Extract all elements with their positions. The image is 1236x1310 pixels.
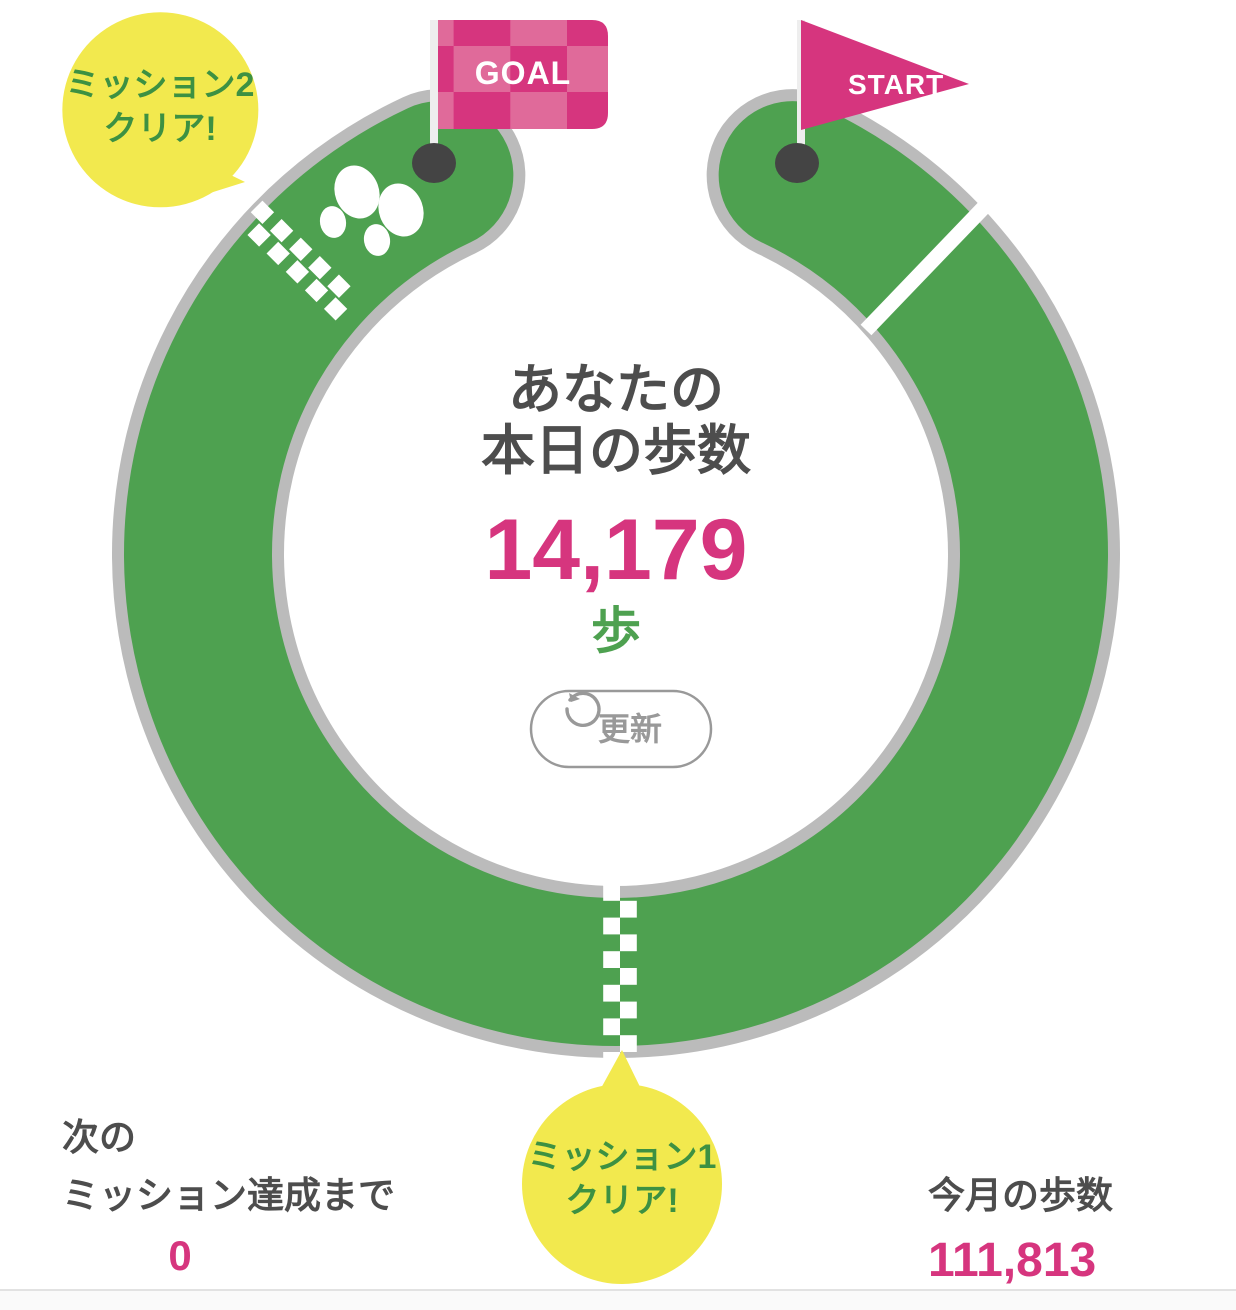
svg-text:0: 0 (168, 1232, 191, 1279)
svg-text:次の: 次の (62, 1117, 136, 1158)
svg-text:クリア!: クリア! (103, 110, 216, 148)
svg-text:更新: 更新 (598, 711, 662, 747)
svg-text:クリア!: クリア! (565, 1182, 678, 1220)
svg-text:歩: 歩 (591, 603, 641, 659)
svg-text:GOAL: GOAL (475, 55, 571, 91)
svg-text:ミッション達成まで: ミッション達成まで (62, 1175, 395, 1216)
svg-text:14,179: 14,179 (484, 502, 747, 598)
svg-text:ミッション2: ミッション2 (66, 66, 255, 104)
svg-text:あなたの: あなたの (508, 360, 724, 420)
svg-text:111,813: 111,813 (928, 1234, 1096, 1287)
svg-text:ミッション1: ミッション1 (528, 1138, 717, 1176)
svg-text:今月の歩数: 今月の歩数 (928, 1175, 1113, 1216)
svg-text:本日の歩数: 本日の歩数 (481, 421, 751, 481)
svg-text:START: START (848, 69, 944, 100)
